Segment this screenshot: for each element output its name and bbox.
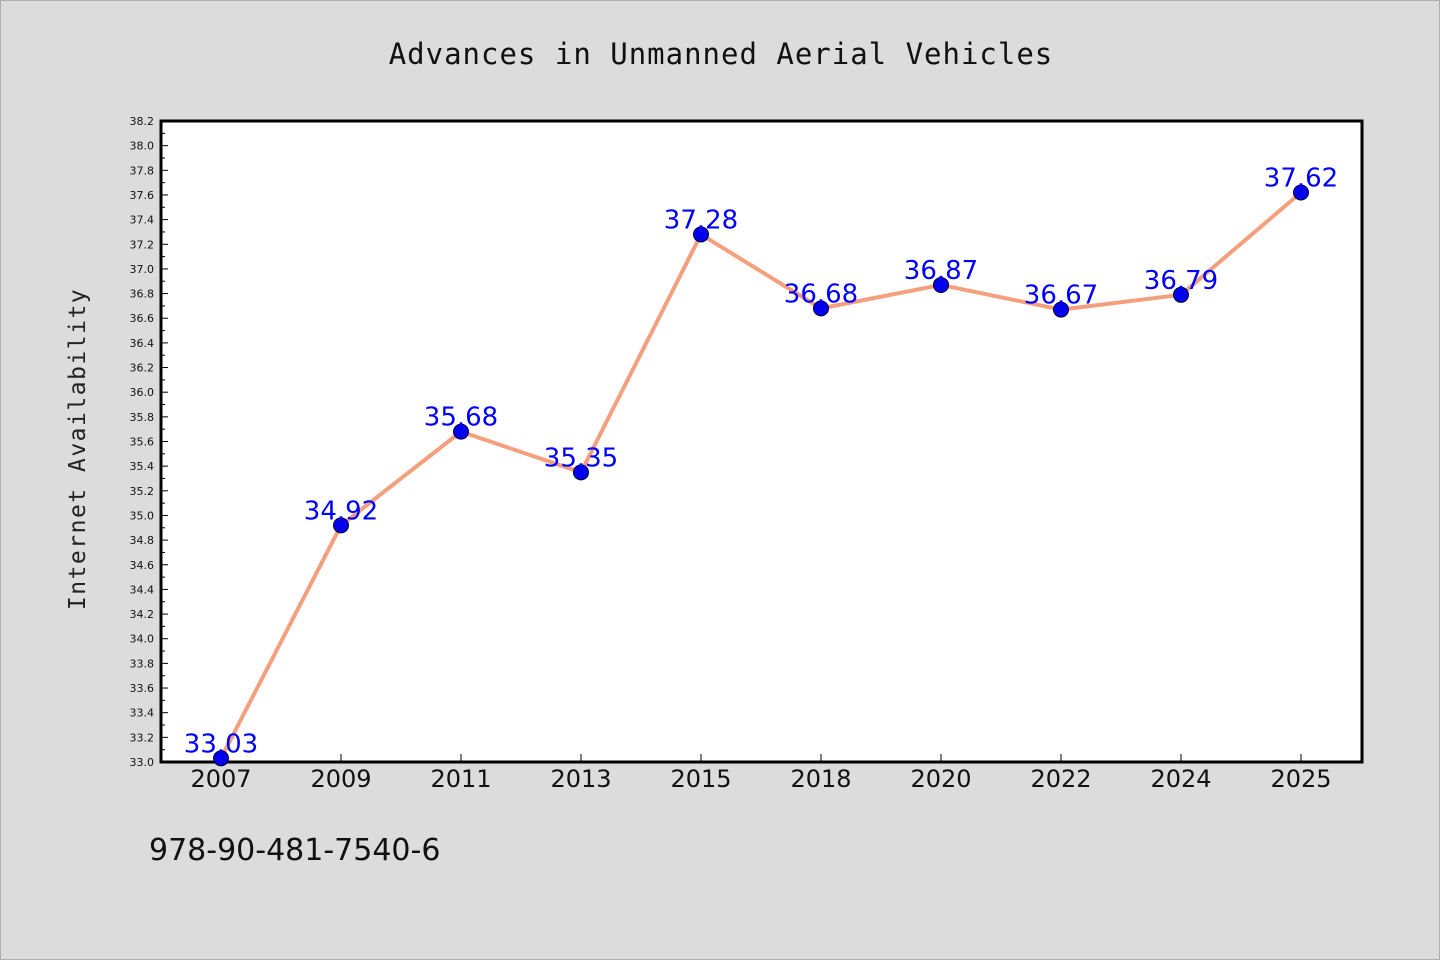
series-line-segment (1179, 190, 1303, 297)
series-line-segment (459, 429, 583, 475)
y-tick-label: 34.4 (130, 583, 155, 596)
series-line-segment (579, 232, 703, 475)
y-tick-label: 36.6 (130, 312, 155, 325)
x-tick-label: 2007 (190, 765, 251, 793)
x-tick-label: 2020 (910, 765, 971, 793)
data-point-marker (933, 276, 949, 293)
x-tick-label: 2022 (1030, 765, 1091, 793)
data-label: 35.68 (424, 403, 498, 433)
data-label: 36.67 (1024, 281, 1098, 311)
y-tick-label: 36.2 (130, 362, 155, 375)
series-line-segment (339, 429, 463, 528)
plot-area (159, 119, 1364, 764)
y-tick-label: 33.0 (130, 756, 155, 769)
data-point-marker (693, 226, 709, 243)
data-point-marker (1293, 184, 1309, 201)
data-label: 36.87 (904, 256, 978, 286)
series-line-segment (219, 523, 343, 761)
data-point-marker (1053, 301, 1069, 318)
x-tick-label: 2018 (790, 765, 851, 793)
series-markers (213, 184, 1309, 767)
data-point-marker (813, 300, 829, 317)
data-label: 33.03 (184, 729, 258, 759)
y-tick-label: 33.2 (130, 731, 155, 744)
x-tick-label: 2024 (1150, 765, 1211, 793)
data-label: 36.79 (1144, 266, 1218, 296)
y-tick-label: 33.6 (130, 682, 155, 695)
x-tick-label: 2011 (430, 765, 491, 793)
y-tick-label: 37.4 (130, 214, 155, 227)
y-tick-label: 34.8 (130, 534, 155, 547)
y-tick-label: 38.0 (130, 140, 155, 153)
y-tick-label: 37.2 (130, 238, 155, 251)
y-tick-label: 35.8 (130, 411, 155, 424)
data-label: 34.92 (304, 496, 378, 526)
x-tick-label: 2009 (310, 765, 371, 793)
series-lines (219, 190, 1303, 761)
data-label: 37.28 (664, 205, 738, 235)
y-tick-label: 35.2 (130, 485, 155, 498)
data-label: 36.68 (784, 279, 858, 309)
series-line-segment (819, 282, 943, 311)
series-line-segment (939, 282, 1063, 312)
y-tick-label: 35.4 (130, 460, 155, 473)
data-point-marker (573, 464, 589, 481)
y-tick-label: 36.4 (130, 337, 155, 350)
y-axis-ticks: 33.0 33.2 33.4 33.6 33.8 34.0 34.2 34.4 34.6 34.8… (130, 115, 168, 769)
y-tick-label: 37.6 (130, 189, 155, 202)
isbn-text: 978-90-481-7540-6 (149, 833, 441, 868)
x-tick-label: 2013 (550, 765, 611, 793)
y-tick-label: 33.8 (130, 657, 155, 670)
series-line-segment (1059, 292, 1183, 312)
x-tick-label: 2015 (670, 765, 731, 793)
series-line-segment (699, 232, 823, 311)
x-axis-ticks: 2007 2009 2011 2013 2015 2018 2020 2022 2024 2025 (190, 754, 1332, 793)
data-point-marker (333, 517, 349, 534)
y-tick-label: 36.8 (130, 288, 155, 301)
y-tick-label: 35.6 (130, 436, 155, 449)
data-point-marker (1173, 286, 1189, 303)
y-tick-label: 38.2 (130, 115, 155, 128)
data-point-marker (213, 750, 229, 767)
chart-title: Advances in Unmanned Aerial Vehicles (389, 37, 1054, 71)
y-tick-label: 36.0 (130, 386, 155, 399)
y-tick-label: 34.6 (130, 559, 155, 572)
y-tick-label: 35.0 (130, 509, 155, 522)
x-tick-label: 2025 (1270, 765, 1331, 793)
data-label: 37.62 (1264, 163, 1338, 193)
y-axis-label: Internet Availability (65, 288, 91, 610)
y-tick-label: 34.2 (130, 608, 155, 621)
y-tick-label: 37.8 (130, 164, 155, 177)
data-label: 35.35 (544, 443, 618, 473)
y-tick-label: 37.0 (130, 263, 155, 276)
data-point-marker (453, 423, 469, 440)
y-tick-label: 33.4 (130, 707, 155, 720)
data-labels: 33.03 34.92 35.68 35.35 37.28 36.68 36.87 36.67… (184, 163, 1338, 759)
y-tick-label: 34.0 (130, 633, 155, 646)
